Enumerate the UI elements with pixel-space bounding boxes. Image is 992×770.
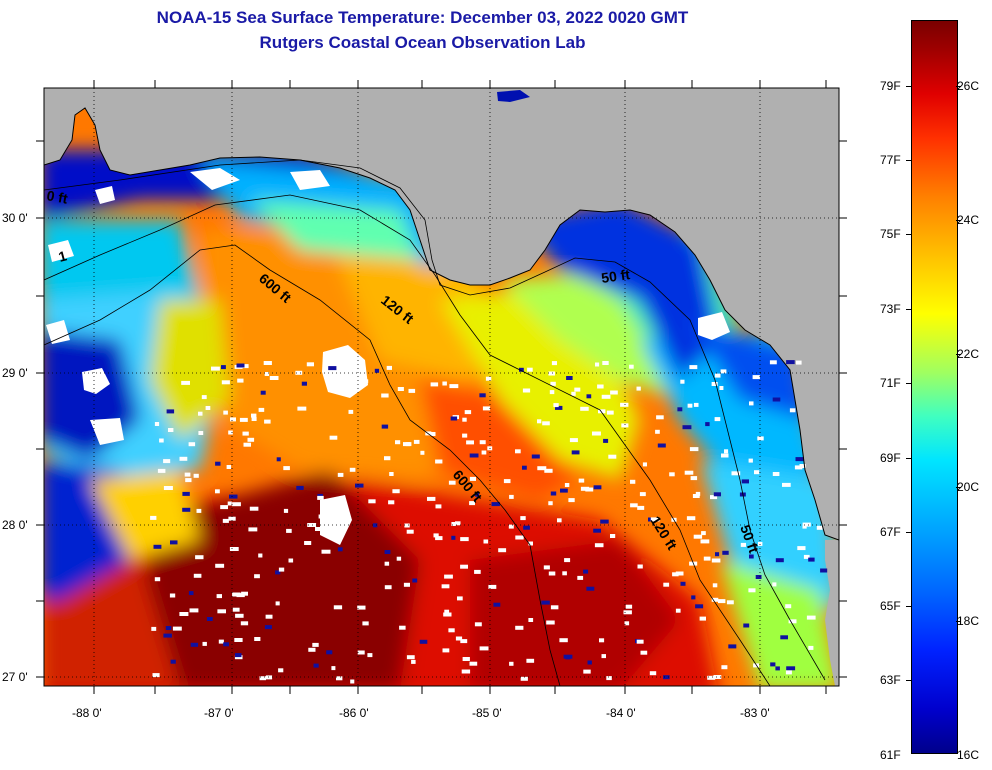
colorbar-label-79f: 79F <box>880 79 901 93</box>
map-subtitle: Rutgers Coastal Ocean Observation Lab <box>259 33 586 52</box>
colorbar-label-26c: 26C <box>957 79 980 93</box>
colorbar-label-20c: 20C <box>957 480 980 494</box>
lon-label-87: -87 0' <box>204 706 234 720</box>
lon-label-88: -88 0' <box>72 706 102 720</box>
contour-label-west-partial: 1 <box>57 247 69 265</box>
coastline <box>44 107 839 541</box>
colorbar-label-69f: 69F <box>880 451 901 465</box>
lon-label-85: -85 0' <box>472 706 502 720</box>
colorbar-label-71f: 71F <box>880 376 901 390</box>
colorbar-label-22c: 22C <box>957 347 980 361</box>
colorbar-label-65f: 65F <box>880 599 901 613</box>
lat-label-29: 29 0' <box>2 366 28 380</box>
lon-label-83: -83 0' <box>740 706 770 720</box>
lat-label-30: 30 0' <box>2 211 28 225</box>
colorbar-label-73f: 73F <box>880 302 901 316</box>
colorbar-label-77f: 77F <box>880 153 901 167</box>
colorbar-label-24c: 24C <box>957 213 980 227</box>
land <box>44 88 839 686</box>
temperature-colorbar <box>911 20 958 754</box>
lat-label-27: 27 0' <box>2 670 28 684</box>
colorbar-label-75f: 75F <box>880 227 901 241</box>
map-frame <box>43 87 840 687</box>
colorbar-label-61f: 61F <box>880 748 901 762</box>
contour-label-west-edge: 0 ft <box>45 187 69 206</box>
lon-label-84: -84 0' <box>606 706 636 720</box>
colorbar-label-18c: 18C <box>957 614 980 628</box>
colorbar-label-16c: 16C <box>957 748 980 762</box>
lon-label-86: -86 0' <box>339 706 369 720</box>
lat-label-28: 28 0' <box>2 518 28 532</box>
colorbar-label-67f: 67F <box>880 525 901 539</box>
bathymetry-contours <box>44 159 826 686</box>
frame-ticks <box>36 80 847 694</box>
cloud-speckle <box>150 360 828 684</box>
cloud-mask <box>46 168 730 545</box>
graticule <box>44 88 839 686</box>
colorbar-label-63f: 63F <box>880 673 901 687</box>
contour-label-50ft-north: 50 ft <box>600 266 631 286</box>
map-title: NOAA-15 Sea Surface Temperature: Decembe… <box>156 8 689 27</box>
